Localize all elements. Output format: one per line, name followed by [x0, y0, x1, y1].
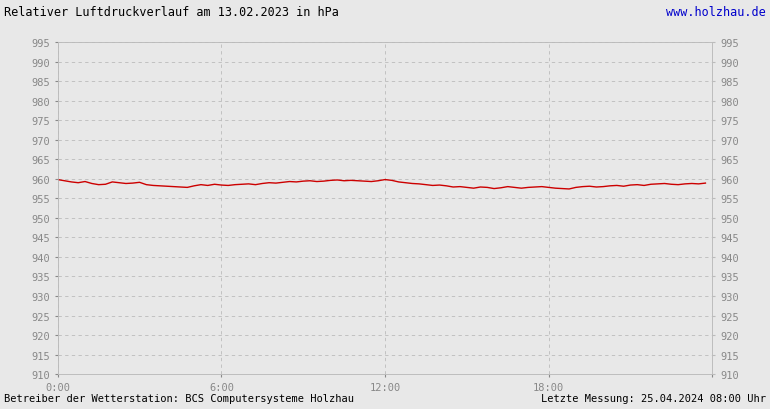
- Text: Relativer Luftdruckverlauf am 13.02.2023 in hPa: Relativer Luftdruckverlauf am 13.02.2023…: [4, 6, 339, 19]
- Text: Letzte Messung: 25.04.2024 08:00 Uhr: Letzte Messung: 25.04.2024 08:00 Uhr: [541, 393, 766, 403]
- Text: www.holzhau.de: www.holzhau.de: [666, 6, 766, 19]
- Text: Betreiber der Wetterstation: BCS Computersysteme Holzhau: Betreiber der Wetterstation: BCS Compute…: [4, 393, 354, 403]
